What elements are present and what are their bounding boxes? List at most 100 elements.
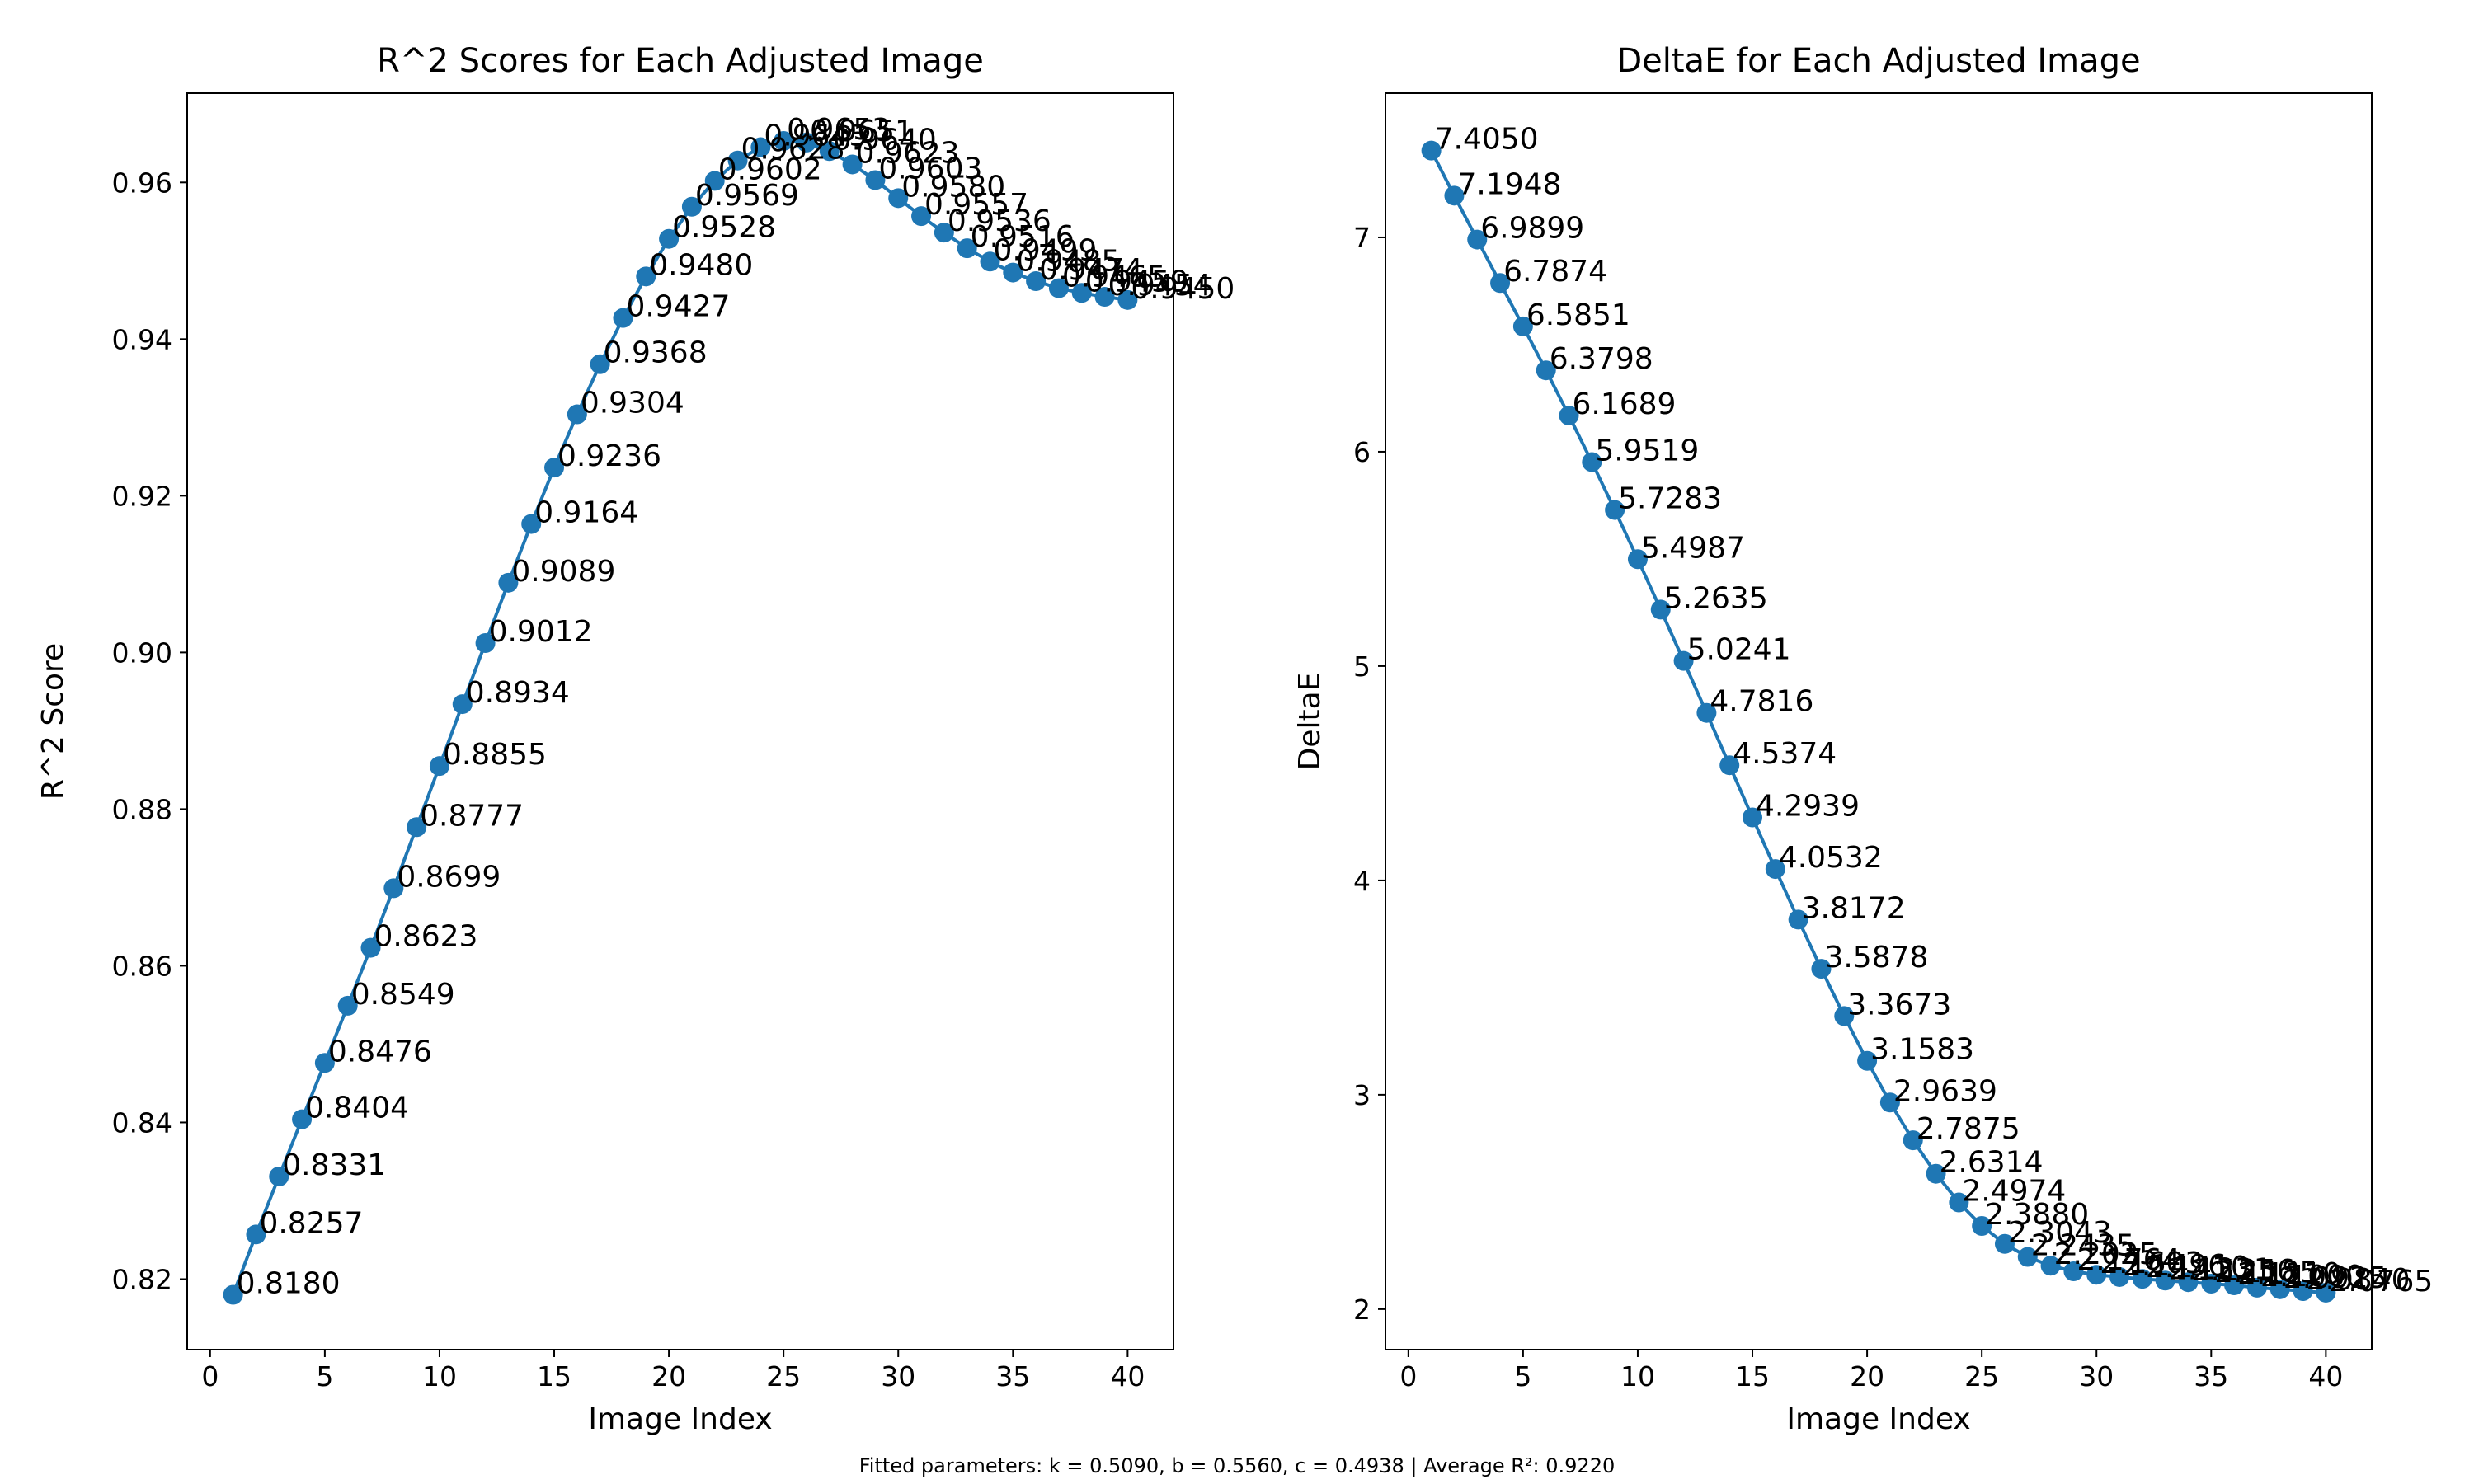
data-label: 2.2435: [2031, 1229, 2135, 1263]
data-point: [980, 251, 1000, 272]
x-tick-label: 40: [1110, 1360, 1145, 1392]
data-label: 4.7816: [1710, 685, 1813, 719]
data-label: 0.9569: [695, 179, 799, 213]
data-label: 0.9653: [787, 113, 891, 147]
data-point: [1719, 755, 1740, 776]
data-point: [567, 404, 587, 425]
data-label: 0.8404: [305, 1092, 409, 1125]
data-point: [2109, 1266, 2130, 1287]
data-point: [750, 137, 771, 157]
data-label: 0.9236: [557, 439, 661, 473]
data-point: [1421, 140, 1442, 161]
data-label: 0.9557: [924, 188, 1028, 222]
data-point: [2269, 1279, 2290, 1299]
y-tick-label: 0.96: [112, 167, 172, 199]
y-tick-label: 5: [1353, 650, 1371, 683]
x-tick-label: 25: [766, 1360, 801, 1392]
data-label: 2.1764: [2077, 1243, 2180, 1277]
plot-frame: [1385, 92, 2373, 1350]
y-tick-label: 0.86: [112, 950, 172, 982]
data-label: 4.5374: [1733, 737, 1837, 771]
x-tick-label: 30: [881, 1360, 915, 1392]
data-point: [269, 1167, 289, 1187]
y-tick-label: 2: [1353, 1294, 1371, 1326]
x-tick-label: 20: [1850, 1360, 1884, 1392]
data-label: 0.8777: [420, 799, 524, 833]
series-line: [231, 139, 1128, 1296]
data-label: 6.5851: [1526, 298, 1630, 332]
data-label: 0.9499: [993, 233, 1097, 267]
x-tick-label: 30: [2079, 1360, 2114, 1392]
data-point: [1926, 1163, 1946, 1184]
data-point: [613, 308, 633, 328]
data-point: [796, 132, 816, 153]
data-label: 0.8476: [328, 1035, 432, 1068]
data-point: [360, 937, 381, 958]
data-point: [2246, 1277, 2267, 1298]
data-point: [2040, 1256, 2061, 1276]
data-point: [407, 817, 427, 838]
data-point: [1467, 229, 1488, 250]
data-point: [1949, 1192, 1969, 1213]
data-label: 6.3798: [1550, 342, 1653, 376]
footer-fit-parameters: Fitted parameters: k = 0.5090, b = 0.556…: [858, 1454, 1616, 1477]
y-tick-label: 0.90: [112, 636, 172, 669]
data-point: [314, 1053, 335, 1073]
x-tick-label: 10: [1620, 1360, 1655, 1392]
data-point: [429, 756, 449, 777]
data-label: 0.9304: [581, 387, 684, 420]
data-point: [774, 130, 794, 151]
data-point: [1765, 859, 1785, 880]
data-label: 0.9516: [971, 220, 1075, 254]
data-label: 2.1331: [2169, 1252, 2273, 1286]
y-tick-label: 6: [1353, 436, 1371, 468]
data-point: [727, 150, 748, 171]
data-label: 5.7283: [1618, 482, 1722, 516]
y-tick-label: 0.92: [112, 480, 172, 512]
y-tick-label: 4: [1353, 865, 1371, 897]
x-tick-label: 10: [422, 1360, 457, 1392]
y-tick-label: 0.84: [112, 1106, 172, 1139]
data-point: [1048, 278, 1069, 298]
data-point: [1857, 1050, 1878, 1071]
data-label: 2.0925: [2284, 1261, 2387, 1295]
data-point: [2316, 1282, 2336, 1303]
data-label: 0.9536: [948, 204, 1051, 238]
chart-1: 0 5 10 15 20 25 30 35 40 0.82 0.84 0.86 0.88 0.90 0.92…: [36, 42, 1235, 1436]
data-point: [2155, 1270, 2175, 1291]
data-label: 2.3043: [2008, 1216, 2112, 1250]
x-tick-label: 0: [201, 1360, 219, 1392]
data-label: 2.1000: [2260, 1260, 2364, 1294]
chart-2: 0 5 10 15 20 25 30 35 40 2 3 4 5 6 7 DeltaE for Each Ad…: [1293, 42, 2433, 1436]
data-point: [383, 878, 404, 899]
data-point: [636, 266, 656, 287]
data-point: [1559, 406, 1579, 426]
data-label: 0.9528: [672, 211, 776, 245]
x-axis-label: Image Index: [1786, 1402, 1970, 1436]
data-label: 0.9628: [741, 133, 845, 167]
data-point: [1627, 549, 1648, 570]
data-point: [1788, 909, 1808, 930]
data-point: [2178, 1272, 2199, 1293]
y-tick-label: 3: [1353, 1079, 1371, 1111]
data-label: 5.4987: [1641, 531, 1745, 565]
x-tick-label: 20: [651, 1360, 686, 1392]
data-point: [590, 354, 610, 374]
data-point: [1650, 599, 1671, 620]
data-point: [1582, 452, 1602, 472]
data-point: [246, 1224, 266, 1245]
data-point: [1026, 271, 1047, 292]
x-tick-label: 35: [2194, 1360, 2228, 1392]
y-tick-label: 0.94: [112, 323, 172, 355]
data-label: 2.4974: [1962, 1175, 2066, 1209]
data-label: 0.9454: [1108, 269, 1212, 303]
data-label: 0.8934: [466, 676, 570, 710]
data-label: 0.9089: [511, 555, 615, 589]
data-point: [704, 171, 725, 191]
data-label: 0.8180: [237, 1266, 341, 1300]
data-point: [2201, 1274, 2222, 1294]
x-axis-label: Image Index: [588, 1402, 772, 1436]
data-point: [1605, 500, 1625, 520]
data-label: 6.9899: [1480, 212, 1584, 246]
x-tick-label: 25: [1964, 1360, 1999, 1392]
